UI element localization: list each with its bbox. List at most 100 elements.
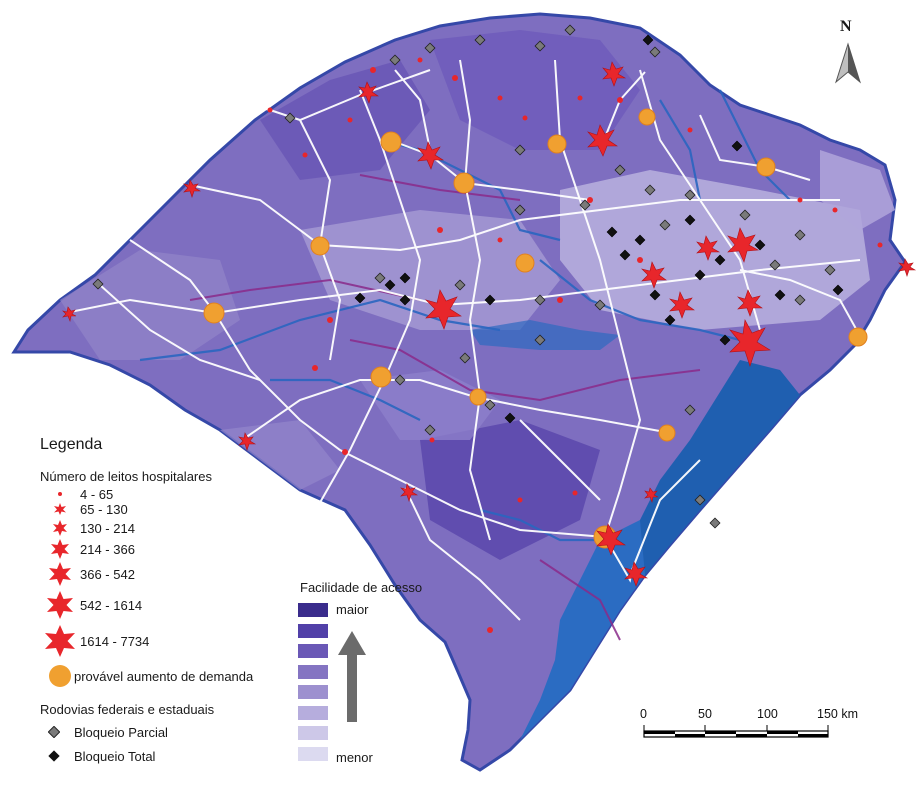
hospital-icon-6 [47,591,73,619]
demand-marker [515,253,535,273]
roads-title: Rodovias federais e estaduais [40,702,215,717]
scale-bar [643,725,829,738]
access-swatch [298,623,328,638]
demand-marker [658,424,676,442]
access-swatch [298,746,328,761]
scale-label-100: 100 [757,707,778,721]
beds-class-3: 130 - 214 [40,518,135,538]
partial-block [659,219,671,231]
partial-block [709,517,721,529]
total-block [731,140,743,152]
hospital-icon-2 [54,503,66,515]
partial-block [424,42,436,54]
total-block [634,234,646,246]
total-block [754,239,766,251]
partial-block [534,294,546,306]
beds-class-label: 542 - 1614 [80,597,143,613]
total-block [719,334,731,346]
hospital-burst [729,319,771,367]
hospital-burst [358,81,379,104]
partial-block [824,264,836,276]
demand-marker [638,108,656,126]
partial-block [534,40,546,52]
partial-block [374,272,386,284]
beds-class-label: 1614 - 7734 [80,633,150,649]
demand-marker [380,131,402,153]
hospital-burst [727,227,759,263]
total-block [606,226,618,238]
partial-blocks [92,24,836,529]
beds-title: Número de leitos hospitalares [40,469,212,484]
legend-title: Legenda [40,436,103,453]
total-block [354,292,366,304]
hospital-burst [417,141,445,170]
demand-icon [49,665,71,687]
beds-class-6: 542 - 1614 [40,591,143,619]
hospital-burst [400,483,419,502]
total-block [399,272,411,284]
scale-label-50: 50 [698,707,712,721]
hospital-burst [898,258,917,277]
access-swatch [298,705,328,720]
hospital-burst [736,289,763,317]
partial-block [684,189,696,201]
demand-marker [310,236,330,256]
north-label: N [840,18,852,35]
total-block [642,34,654,46]
beds-class-7: 1614 - 7734 [40,625,150,657]
partial-block [92,278,104,290]
total-blocks [354,34,844,424]
access-swatch [298,726,328,740]
total-block-icon [48,750,60,762]
demand-marker [203,302,225,324]
partial-label: Bloqueio Parcial [74,724,168,740]
total-block [774,289,786,301]
partial-block [694,494,706,506]
scale-label-150: 150 km [817,707,858,721]
beds-class-label: 130 - 214 [80,520,135,536]
demand-legend: provável aumento de demanda [40,665,254,687]
partial-block [594,299,606,311]
hospital-bursts [62,61,917,587]
partial-block [454,279,466,291]
partial-block [579,199,591,211]
hospital-icon-4 [51,539,69,559]
partial-block [389,54,401,66]
demand-marker [370,366,392,388]
hospital-icon-7 [45,625,75,657]
partial-block [684,404,696,416]
hospital-burst [424,289,462,330]
hospital-small [267,57,883,633]
demand-label: provável aumento de demanda [74,668,254,684]
hospital-burst [238,432,257,451]
hospital-icon-3 [53,520,67,536]
scale-label-0: 0 [640,707,647,721]
hospital-burst [696,235,721,261]
hospital-burst [624,561,649,587]
partial-block [484,399,496,411]
demand-marker [848,327,868,347]
partial-block [644,184,656,196]
demand-marker [756,157,776,177]
partial-block [534,334,546,346]
demand-marker [453,172,475,194]
beds-class-1: 4 - 65 [40,484,113,504]
hospital-burst [641,261,667,289]
hospital-burst [602,61,627,87]
total-block [664,314,676,326]
total-block [714,254,726,266]
north-arrow [835,42,861,84]
total-label: Bloqueio Total [74,748,156,764]
total-block [694,269,706,281]
access-swatch [298,644,328,658]
beds-class-label: 366 - 542 [80,566,135,582]
beds-class-label: 65 - 130 [80,501,128,517]
partial-block [794,229,806,241]
partial-block [649,46,661,58]
beds-class-2: 65 - 130 [40,499,128,519]
access-title: Facilidade de acesso [300,580,423,595]
partial-block [459,352,471,364]
hospital-icon-5 [49,562,71,586]
beds-class-5: 366 - 542 [40,562,135,586]
